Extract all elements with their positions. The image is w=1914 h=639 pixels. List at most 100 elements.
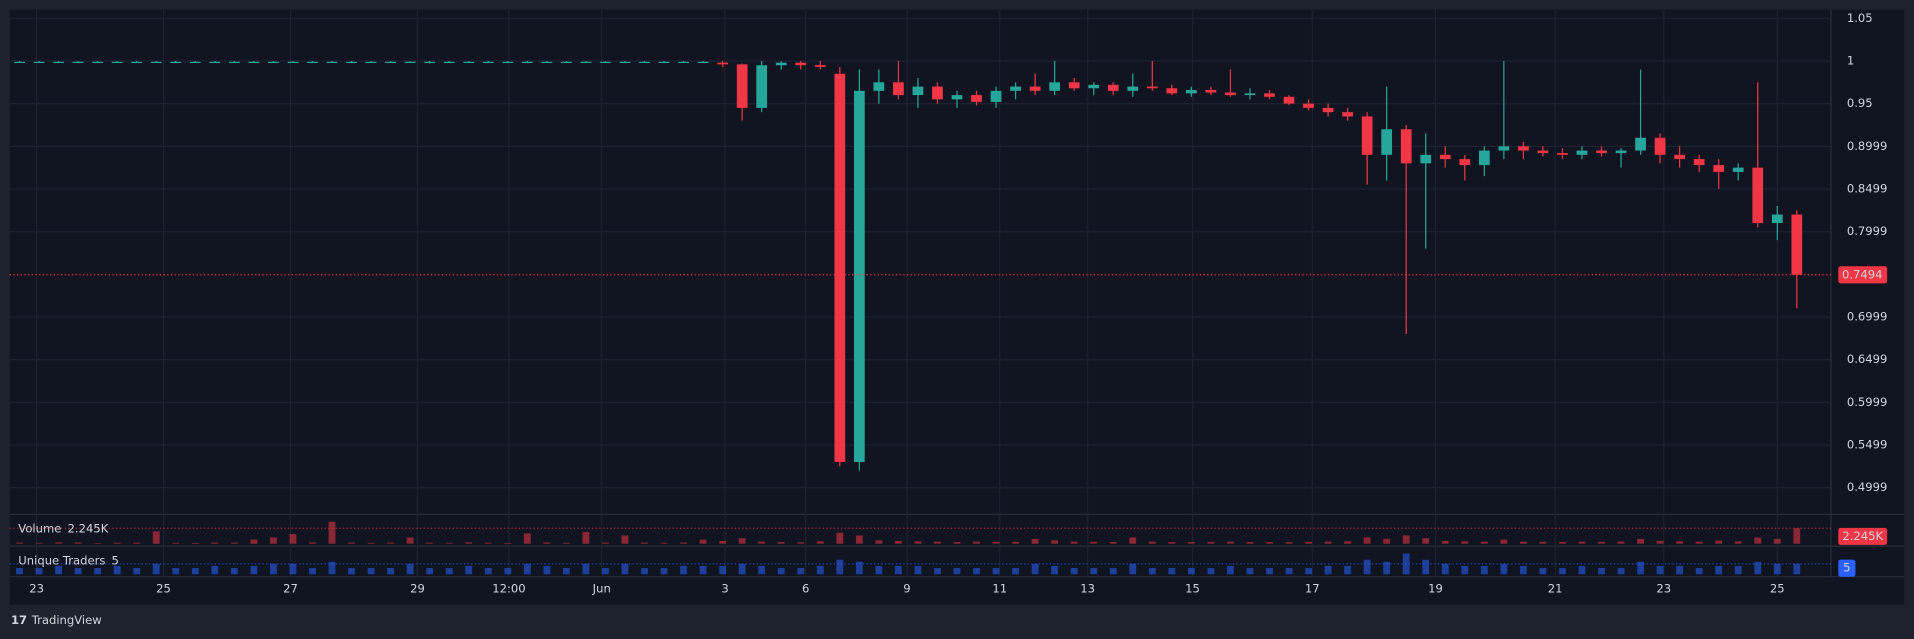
candle-body <box>1615 150 1627 154</box>
candle-body <box>443 61 455 64</box>
traders-bar <box>621 563 629 575</box>
volume-bar <box>309 542 316 544</box>
y-tick-label: 0.95 <box>1847 96 1873 110</box>
volume-bar <box>855 535 863 544</box>
volume-bar <box>1441 540 1449 544</box>
candle-body <box>1400 129 1412 164</box>
candle-body <box>1752 167 1764 224</box>
volume-bar <box>523 533 531 544</box>
x-tick-label: 27 <box>283 581 298 595</box>
pane-name: Unique Traders <box>18 553 105 567</box>
traders-bar <box>152 563 160 575</box>
pane-value: 5 <box>112 553 119 567</box>
logo-mark: 17 <box>11 613 27 627</box>
candle-body <box>1185 89 1197 94</box>
traders-bar <box>914 565 922 575</box>
traders-bar <box>211 565 219 575</box>
candle-body <box>287 61 299 64</box>
x-tick-label: 25 <box>156 581 171 595</box>
candle-body <box>150 61 162 64</box>
candle-body <box>541 61 553 64</box>
y-tick-label: 0.8999 <box>1847 139 1888 153</box>
traders-bar <box>1051 565 1059 575</box>
traders-bar <box>504 568 512 575</box>
traders-bar <box>1500 563 1508 575</box>
candle-body <box>1342 112 1353 117</box>
volume-bar <box>74 542 82 544</box>
volume-bar <box>35 542 43 544</box>
volume-bar <box>777 541 785 544</box>
candle-body <box>404 61 416 64</box>
volume-bar <box>191 542 199 544</box>
last-price-label: 0.7494 <box>1842 267 1883 281</box>
volume-bar <box>387 542 395 544</box>
candle-body <box>1459 159 1471 166</box>
traders-bar <box>1266 568 1273 575</box>
traders-bar <box>1070 568 1078 575</box>
traders-bar <box>1227 565 1234 575</box>
candle-body <box>619 61 631 64</box>
candle-body <box>1478 150 1490 166</box>
volume-bar <box>797 542 805 544</box>
volume-bar <box>1734 541 1742 544</box>
traders-bar <box>1637 561 1644 575</box>
candle-body <box>756 65 768 108</box>
traders-bar <box>445 568 453 575</box>
candle-body <box>1283 96 1295 104</box>
traders-bar <box>758 565 766 575</box>
x-tick-label: 15 <box>1185 581 1200 595</box>
volume-bar <box>1539 541 1547 544</box>
traders-bar <box>1422 559 1430 575</box>
volume-bar <box>1305 541 1312 544</box>
x-tick-label: 11 <box>992 581 1007 595</box>
traders-bar <box>1246 568 1254 575</box>
volume-bar <box>289 534 297 544</box>
volume-bar <box>1266 542 1273 544</box>
traders-bar <box>836 559 844 575</box>
volume-bar <box>816 541 824 544</box>
volume-bar <box>367 542 375 544</box>
traders-bar <box>953 568 961 575</box>
pane-tag-label: 5 <box>1843 561 1850 575</box>
y-tick-label: 0.5999 <box>1847 395 1888 409</box>
volume-bar <box>426 542 434 544</box>
volume-bar <box>660 542 668 544</box>
traders-bar <box>465 565 473 575</box>
candle-body <box>775 62 787 66</box>
candle-body <box>1635 137 1646 151</box>
candle-body <box>1791 214 1803 275</box>
traders-bar <box>191 568 199 575</box>
candle-body <box>600 61 611 64</box>
pane-tag <box>1838 527 1888 545</box>
traders-bar <box>270 563 277 575</box>
candle-body <box>1146 86 1158 89</box>
candle-body <box>14 61 25 64</box>
volume-bar <box>484 542 492 544</box>
volume-bar <box>328 521 336 544</box>
traders-bar <box>348 568 355 575</box>
candle-body <box>1166 88 1178 94</box>
traders-bar <box>582 563 590 575</box>
traders-bar <box>1578 565 1586 575</box>
volume-bar <box>1793 528 1801 544</box>
traders-bar <box>426 568 434 575</box>
volume-bar <box>1012 541 1020 544</box>
candle-body <box>1361 116 1373 155</box>
traders-bar <box>816 565 824 575</box>
traders-bar <box>1187 568 1195 575</box>
traders-bar <box>1773 563 1781 575</box>
traders-bar <box>1617 568 1625 575</box>
candle-body <box>678 61 689 64</box>
candle-body <box>951 95 963 100</box>
last-price-tag <box>1838 266 1888 284</box>
traders-bar <box>367 568 375 575</box>
traders-bar <box>113 565 121 575</box>
volume-bar <box>1637 538 1644 544</box>
y-tick-label: 1.05 <box>1847 11 1873 25</box>
traders-bar <box>74 568 82 575</box>
traders-bar <box>309 568 316 575</box>
candle-body <box>1244 93 1256 96</box>
volume-bar <box>1148 541 1156 544</box>
volume-bar <box>582 532 590 544</box>
volume-bar <box>270 537 277 544</box>
